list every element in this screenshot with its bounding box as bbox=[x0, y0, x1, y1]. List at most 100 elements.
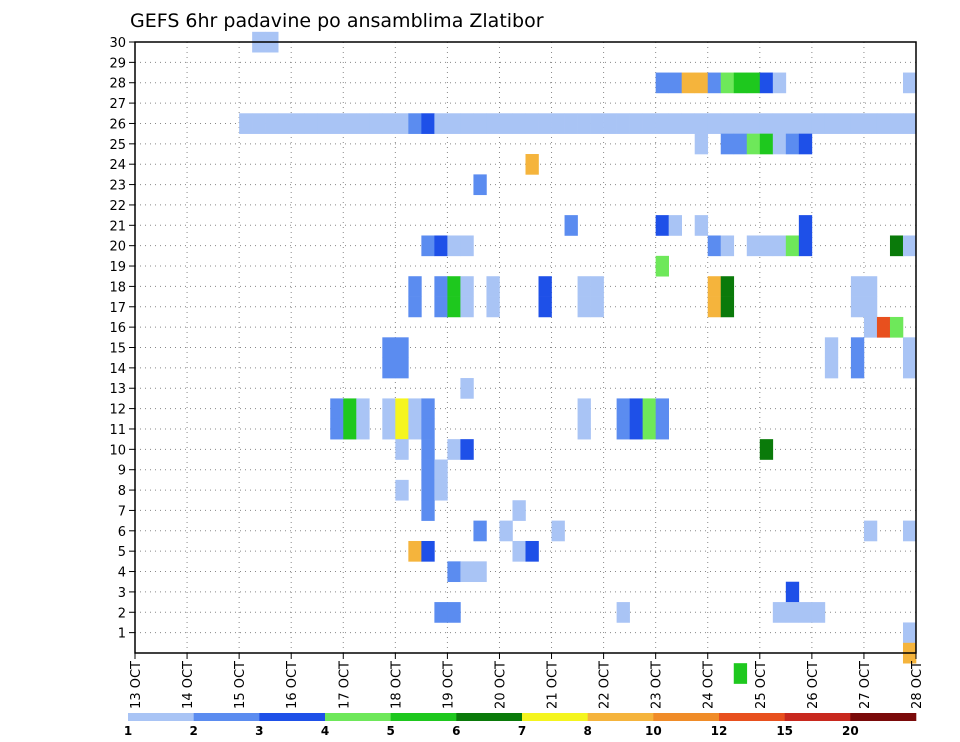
heatmap-cell bbox=[707, 296, 722, 318]
heatmap-cell bbox=[785, 133, 800, 155]
heatmap-cell bbox=[616, 398, 630, 420]
x-tick-label: 16 OCT bbox=[285, 661, 300, 709]
heatmap-cell bbox=[694, 215, 709, 236]
heatmap-cell bbox=[538, 296, 552, 318]
heatmap-cell bbox=[759, 113, 774, 134]
heatmap-cell bbox=[343, 418, 357, 440]
heatmap-cell bbox=[395, 398, 409, 420]
heatmap-cell bbox=[525, 154, 539, 175]
x-tick-label: 23 OCT bbox=[650, 661, 665, 709]
heatmap-cell bbox=[616, 418, 630, 440]
heatmap-cell bbox=[239, 113, 253, 134]
colorbar-label: 7 bbox=[518, 724, 526, 738]
heatmap-cell bbox=[824, 337, 839, 358]
heatmap-cell bbox=[538, 276, 552, 297]
x-tick-label: 22 OCT bbox=[598, 661, 613, 709]
heatmap-cell bbox=[590, 296, 604, 318]
heatmap-cell bbox=[889, 113, 904, 134]
heatmap-cell bbox=[668, 72, 682, 94]
heatmap-cell bbox=[772, 133, 787, 155]
heatmap-cell bbox=[772, 602, 787, 623]
heatmap-cell bbox=[291, 113, 305, 134]
heatmap-cell bbox=[629, 113, 643, 134]
heatmap-cell bbox=[525, 540, 539, 562]
heatmap-cell bbox=[551, 520, 565, 542]
heatmap-cell bbox=[447, 439, 461, 460]
heatmap-cell bbox=[564, 113, 578, 134]
heatmap-cell bbox=[616, 602, 630, 623]
heatmap-cell bbox=[421, 113, 435, 134]
x-tick-label: 20 OCT bbox=[493, 661, 508, 709]
heatmap-cell bbox=[850, 113, 865, 134]
heatmap-cell bbox=[850, 337, 865, 358]
heatmap-cell bbox=[343, 113, 357, 134]
heatmap-cell bbox=[785, 113, 800, 134]
heatmap-cell bbox=[720, 113, 735, 134]
heatmap-cell bbox=[876, 113, 891, 134]
heatmap-cell bbox=[733, 663, 748, 684]
colorbar-label: 5 bbox=[386, 724, 394, 738]
heatmap-cell bbox=[863, 276, 878, 297]
heatmap-cell bbox=[512, 113, 526, 134]
heatmap-cell bbox=[395, 479, 409, 501]
heatmap-cell bbox=[694, 133, 709, 155]
heatmap-cell bbox=[798, 215, 813, 236]
heatmap-cell bbox=[538, 113, 552, 134]
colorbar-swatch bbox=[193, 713, 260, 721]
heatmap-cell bbox=[421, 398, 435, 420]
heatmap-cell bbox=[655, 72, 669, 94]
heatmap-cell bbox=[382, 418, 396, 440]
heatmap-cell bbox=[408, 540, 422, 562]
heatmap-cell bbox=[252, 113, 266, 134]
heatmap-cell bbox=[720, 235, 735, 257]
heatmap-cell bbox=[473, 520, 487, 542]
heatmap-cell bbox=[577, 418, 591, 440]
heatmap-cell bbox=[330, 113, 344, 134]
colorbar-label: 1 bbox=[124, 724, 132, 738]
heatmap-cell bbox=[486, 296, 500, 318]
heatmap-cell bbox=[356, 418, 370, 440]
heatmap-cell bbox=[707, 72, 722, 94]
heatmap-cell bbox=[421, 540, 435, 562]
heatmap-cell bbox=[590, 113, 604, 134]
heatmap-cell bbox=[460, 113, 474, 134]
y-tick-label: 16 bbox=[109, 321, 126, 336]
y-tick-label: 25 bbox=[109, 138, 126, 153]
heatmap-cell bbox=[421, 439, 435, 460]
heatmap-cell bbox=[759, 439, 774, 460]
heatmap-cell bbox=[850, 296, 865, 318]
colorbar-label: 10 bbox=[645, 724, 662, 738]
heatmap-cell bbox=[434, 459, 448, 481]
x-tick-label: 19 OCT bbox=[441, 661, 456, 709]
heatmap-cell bbox=[408, 418, 422, 440]
heatmap-cell bbox=[746, 133, 761, 155]
x-tick-label: 14 OCT bbox=[181, 661, 196, 709]
colorbar-swatch bbox=[653, 713, 720, 721]
heatmap-cell bbox=[369, 113, 383, 134]
heatmap-cell bbox=[473, 174, 487, 196]
y-tick-label: 30 bbox=[109, 36, 126, 51]
y-tick-label: 20 bbox=[109, 240, 126, 255]
heatmap-cell bbox=[395, 337, 409, 358]
x-tick-label: 25 OCT bbox=[754, 661, 769, 709]
colorbar-label: 3 bbox=[255, 724, 263, 738]
heatmap-cell bbox=[551, 113, 565, 134]
heatmap-cell bbox=[746, 72, 761, 94]
heatmap-cell bbox=[382, 357, 396, 379]
heatmap-cell bbox=[759, 235, 774, 257]
heatmap-cell bbox=[694, 72, 709, 94]
x-tick-label: 21 OCT bbox=[546, 661, 561, 709]
y-tick-label: 15 bbox=[109, 342, 126, 357]
heatmap-cell bbox=[655, 398, 669, 420]
y-tick-label: 28 bbox=[109, 77, 126, 92]
heatmap-cell bbox=[460, 235, 474, 257]
heatmap-cell bbox=[733, 72, 748, 94]
x-tick-label: 26 OCT bbox=[806, 661, 821, 709]
heatmap-cell bbox=[811, 602, 826, 623]
heatmap-cell bbox=[642, 398, 656, 420]
y-tick-label: 24 bbox=[109, 158, 126, 173]
colorbar-label: 12 bbox=[711, 724, 728, 738]
heatmap-cell bbox=[447, 602, 461, 623]
heatmap-cell bbox=[850, 276, 865, 297]
